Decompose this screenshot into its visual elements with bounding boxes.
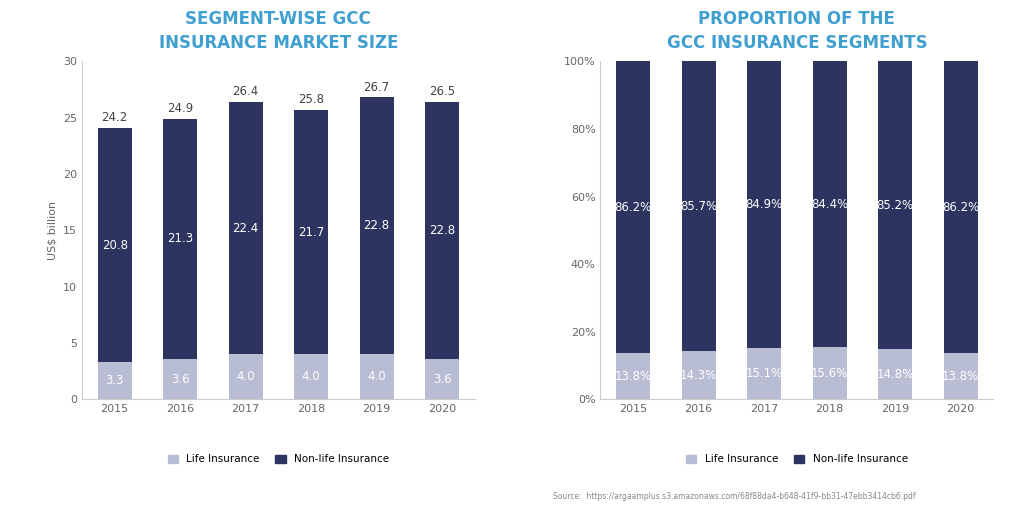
Text: 4.0: 4.0 [237, 370, 255, 383]
Text: 26.4: 26.4 [232, 85, 259, 98]
Text: 85.2%: 85.2% [877, 199, 913, 212]
Bar [228, 354, 262, 399]
Bar [943, 61, 978, 353]
Text: 15.1%: 15.1% [745, 367, 782, 380]
Text: 22.4: 22.4 [232, 222, 259, 234]
Text: 3.3: 3.3 [105, 374, 124, 387]
Text: 13.8%: 13.8% [614, 370, 651, 382]
Legend: Life Insurance, Non-life Insurance: Life Insurance, Non-life Insurance [682, 450, 911, 468]
Text: 85.7%: 85.7% [680, 200, 717, 213]
Text: 24.9: 24.9 [167, 102, 194, 115]
Text: 21.3: 21.3 [167, 232, 194, 245]
Text: 4.0: 4.0 [368, 370, 386, 383]
Text: 86.2%: 86.2% [614, 201, 652, 214]
Text: 14.8%: 14.8% [877, 368, 913, 381]
Bar [682, 351, 716, 399]
Text: 21.7: 21.7 [298, 226, 325, 239]
Bar [228, 102, 262, 354]
Bar [425, 359, 459, 399]
Title: SEGMENT-WISE GCC
INSURANCE MARKET SIZE: SEGMENT-WISE GCC INSURANCE MARKET SIZE [159, 10, 398, 52]
Text: Source:  https://argaamplus.s3.amazonaws.com/68f88da4-b648-41f9-bb31-47ebb3414cb: Source: https://argaamplus.s3.amazonaws.… [553, 492, 915, 501]
Bar [878, 349, 912, 399]
Text: 14.3%: 14.3% [680, 369, 717, 382]
Bar [359, 354, 393, 399]
Text: 3.6: 3.6 [171, 373, 189, 386]
Text: 26.7: 26.7 [364, 80, 390, 94]
Text: 3.6: 3.6 [433, 373, 452, 386]
Bar [616, 353, 650, 399]
Bar [97, 362, 132, 399]
Text: 22.8: 22.8 [364, 220, 389, 232]
Bar [163, 359, 198, 399]
Bar [616, 61, 650, 353]
Bar [294, 354, 328, 399]
Title: PROPORTION OF THE
GCC INSURANCE SEGMENTS: PROPORTION OF THE GCC INSURANCE SEGMENTS [667, 10, 927, 52]
Bar [748, 61, 781, 348]
Text: 84.9%: 84.9% [745, 198, 782, 211]
Bar [163, 119, 198, 359]
Text: 24.2: 24.2 [101, 111, 128, 124]
Bar [813, 61, 847, 347]
Bar [294, 110, 328, 354]
Bar [682, 61, 716, 351]
Bar [359, 97, 393, 354]
Bar [97, 128, 132, 362]
Legend: Life Insurance, Non-life Insurance: Life Insurance, Non-life Insurance [164, 450, 393, 468]
Text: 20.8: 20.8 [101, 239, 128, 251]
Text: 15.6%: 15.6% [811, 367, 848, 379]
Bar [813, 347, 847, 399]
Bar [425, 102, 459, 359]
Bar [748, 348, 781, 399]
Text: 86.2%: 86.2% [942, 201, 979, 214]
Text: 4.0: 4.0 [302, 370, 321, 383]
Text: 25.8: 25.8 [298, 93, 324, 106]
Text: 26.5: 26.5 [429, 85, 455, 98]
Text: 84.4%: 84.4% [811, 198, 848, 210]
Y-axis label: US$ billion: US$ billion [47, 201, 57, 260]
Text: 13.8%: 13.8% [942, 370, 979, 382]
Bar [943, 353, 978, 399]
Bar [878, 61, 912, 349]
Text: 22.8: 22.8 [429, 224, 455, 237]
